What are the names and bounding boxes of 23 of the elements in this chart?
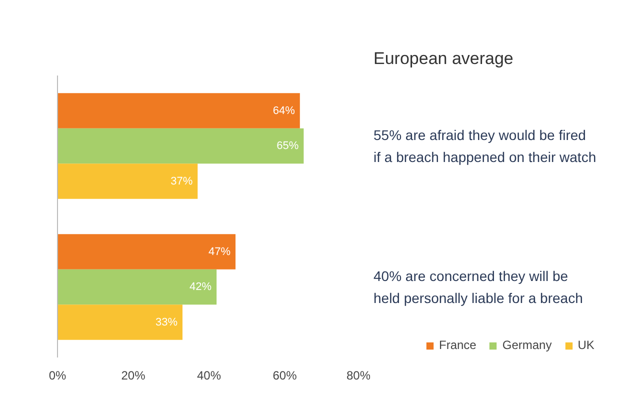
x-tick-label: 80%	[346, 368, 371, 382]
bar	[58, 93, 300, 128]
data-label: 47%	[208, 246, 231, 258]
bar	[58, 269, 217, 305]
text: 40% are concerned they will be held personally liable for a breach	[374, 268, 583, 306]
bar	[58, 304, 182, 340]
text: 55% are afraid they would be fired if a breach happened on their watch	[374, 126, 596, 166]
legend-label: Germany	[502, 338, 552, 352]
bar	[58, 234, 236, 270]
data-label: 37%	[170, 175, 193, 188]
bar	[58, 164, 198, 199]
data-label: 42%	[190, 281, 212, 293]
legend-label: UK	[578, 338, 596, 352]
legend-label: France	[439, 338, 476, 352]
data-label: 64%	[272, 104, 296, 117]
x-tick-label: 40%	[196, 368, 222, 382]
text: European average	[374, 49, 514, 68]
x-tick-label: 0%	[48, 368, 66, 382]
x-tick-label: 60%	[272, 368, 298, 382]
data-label: 33%	[155, 316, 178, 328]
data-label: 65%	[276, 140, 299, 152]
bar	[58, 128, 304, 164]
x-tick-label: 20%	[121, 368, 146, 382]
